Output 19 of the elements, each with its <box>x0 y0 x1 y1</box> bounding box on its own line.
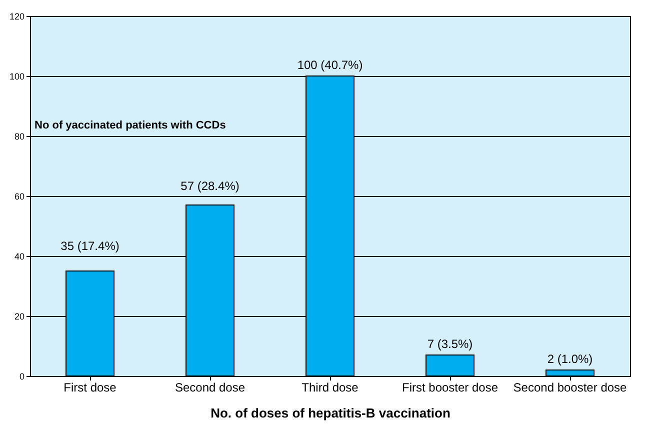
x-tick-label: Second booster dose <box>513 380 628 394</box>
y-tick-label: 120 <box>9 12 24 22</box>
y-axis-title: No of yaccinated patients with CCDs <box>34 120 226 132</box>
x-tick-label: First booster dose <box>402 380 498 394</box>
y-tick-label: 0 <box>19 372 24 382</box>
x-tick-label: Second dose <box>174 380 246 394</box>
y-tick-label: 20 <box>14 312 24 322</box>
y-tick-label: 80 <box>14 132 24 142</box>
data-label: 2 (1.0%) <box>547 352 593 366</box>
x-tick-label: First dose <box>64 380 117 394</box>
y-tick-label: 60 <box>14 192 24 202</box>
data-label: 100 (40.7%) <box>297 58 363 72</box>
data-label: 57 (28.4%) <box>180 179 240 193</box>
y-tick-label: 100 <box>9 72 24 82</box>
data-label: 7 (3.5%) <box>427 337 473 351</box>
x-axis-title: No. of doses of hepatitis-B vaccination <box>210 406 450 420</box>
data-label: 35 (17.4%) <box>60 239 120 253</box>
x-tick-label: Third dose <box>302 380 359 394</box>
y-tick-label: 40 <box>14 252 24 262</box>
